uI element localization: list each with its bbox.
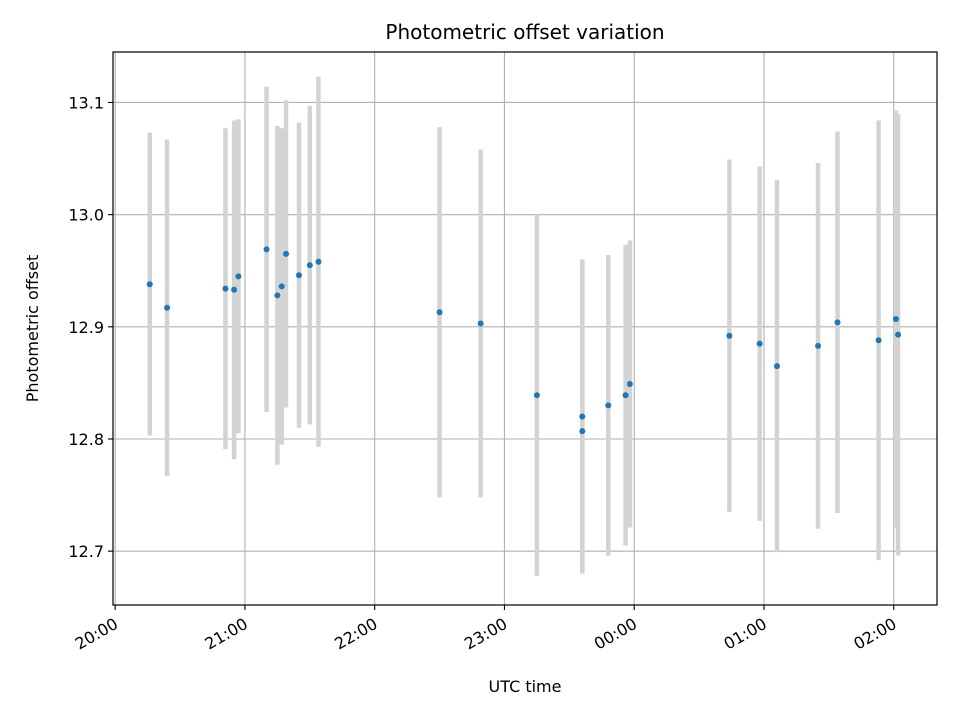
- data-point: [773, 363, 780, 370]
- data-point: [726, 332, 733, 339]
- y-tick-label: 13.1: [68, 93, 104, 112]
- data-points: [146, 246, 902, 435]
- data-point: [756, 340, 763, 347]
- data-point: [283, 250, 290, 257]
- data-point: [315, 258, 322, 265]
- data-point: [892, 315, 899, 322]
- grid-lines: [113, 52, 937, 605]
- y-tick-label: 12.8: [68, 430, 104, 449]
- data-point: [875, 337, 882, 344]
- data-point: [895, 331, 902, 338]
- data-point: [263, 246, 270, 253]
- data-point: [436, 309, 443, 316]
- data-point: [605, 402, 612, 409]
- data-point: [834, 319, 841, 326]
- data-point: [231, 286, 238, 293]
- data-point: [222, 285, 229, 292]
- data-point: [477, 320, 484, 327]
- data-point: [622, 392, 629, 399]
- data-point: [306, 262, 313, 269]
- y-axis-label: Photometric offset: [23, 255, 42, 403]
- y-tick-label: 13.0: [68, 206, 104, 225]
- y-tick-label: 12.9: [68, 318, 104, 337]
- x-axis-label: UTC time: [489, 677, 562, 696]
- chart-title: Photometric offset variation: [385, 20, 664, 44]
- data-point: [579, 413, 586, 420]
- plot-frame: [112, 51, 938, 606]
- data-point: [235, 273, 242, 280]
- data-point: [579, 428, 586, 435]
- data-point: [164, 304, 171, 311]
- data-point: [274, 292, 281, 299]
- data-point: [815, 342, 822, 349]
- data-point: [295, 272, 302, 279]
- data-point: [533, 392, 540, 399]
- data-point: [278, 283, 285, 290]
- data-point: [626, 381, 633, 388]
- y-axis-ticks: 12.7 12.8 12.9 13.0 13.1: [68, 93, 113, 561]
- y-tick-label: 12.7: [68, 542, 104, 561]
- data-point: [146, 281, 153, 288]
